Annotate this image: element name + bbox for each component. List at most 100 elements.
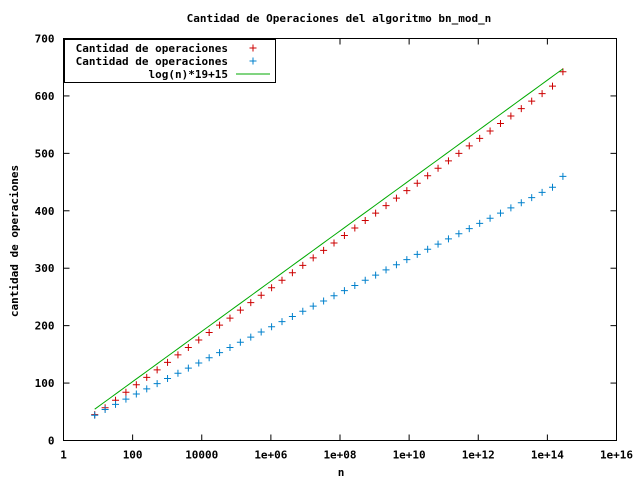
x-tick-label: 1: [60, 449, 67, 462]
x-tick-label: 1e+12: [462, 449, 495, 462]
data-point: [351, 224, 359, 232]
data-point: [351, 281, 359, 289]
y-tick-label: 600: [35, 90, 55, 103]
y-axis-label: cantidad de operaciones: [8, 165, 21, 317]
data-point: [247, 333, 255, 341]
x-tick-label: 1e+14: [531, 449, 564, 462]
y-tick-label: 400: [35, 205, 55, 218]
y-tick-label: 200: [35, 320, 55, 333]
x-tick-label: 100: [123, 449, 143, 462]
legend-label: log(n)*19+15: [149, 68, 228, 81]
data-point: [268, 284, 276, 292]
data-point: [257, 291, 265, 299]
data-point: [330, 292, 338, 300]
data-point: [132, 381, 140, 389]
data-point: [257, 328, 265, 336]
data-point: [496, 119, 504, 127]
x-tick-label: 1e+10: [393, 449, 426, 462]
data-point: [288, 312, 296, 320]
data-point: [132, 390, 140, 398]
data-point: [361, 217, 369, 225]
data-point: [507, 112, 515, 120]
data-point: [278, 276, 286, 284]
data-point: [340, 231, 348, 239]
data-point: [330, 239, 338, 247]
data-point: [268, 323, 276, 331]
data-point: [112, 400, 120, 408]
x-tick-label: 1e+06: [254, 449, 287, 462]
chart-title: Cantidad de Operaciones del algoritmo bn…: [187, 12, 492, 25]
data-point: [424, 245, 432, 253]
data-point: [444, 235, 452, 243]
data-point: [559, 172, 567, 180]
y-tick-label: 300: [35, 262, 55, 275]
data-point: [309, 302, 317, 310]
data-point: [153, 366, 161, 374]
data-point: [424, 172, 432, 180]
data-point: [226, 343, 234, 351]
x-tick-label: 10000: [185, 449, 218, 462]
data-point: [101, 405, 109, 413]
x-tick-label: 1e+16: [600, 449, 633, 462]
data-point: [174, 369, 182, 377]
data-point: [320, 297, 328, 305]
legend-label: Cantidad de operaciones: [76, 42, 228, 55]
data-point: [164, 358, 172, 366]
legend-label: Cantidad de operaciones: [76, 55, 228, 68]
legend-box: [64, 39, 276, 83]
data-point: [392, 261, 400, 269]
data-point: [382, 266, 390, 274]
data-point: [517, 199, 525, 207]
data-point: [361, 276, 369, 284]
legend-marker: [249, 44, 257, 52]
data-point: [549, 183, 557, 191]
data-point: [413, 179, 421, 187]
data-point: [517, 105, 525, 113]
data-point: [403, 256, 411, 264]
data-point: [372, 209, 380, 217]
plot-frame: [63, 38, 617, 441]
data-point: [538, 188, 546, 196]
data-point: [122, 395, 130, 403]
data-point: [247, 299, 255, 307]
legend-marker: [249, 57, 257, 65]
data-point: [382, 202, 390, 210]
data-point: [444, 157, 452, 165]
data-point: [455, 149, 463, 157]
data-point: [226, 314, 234, 322]
data-point: [195, 336, 203, 344]
data-point: [216, 349, 224, 357]
data-point: [143, 373, 151, 381]
data-point: [465, 142, 473, 150]
data-point: [528, 97, 536, 105]
data-point: [184, 343, 192, 351]
ticks-layer: 1 100 10000 1e+06 1e+08 1e+10 1e+12 1e+14 1e+16 0…: [35, 33, 634, 462]
data-point: [392, 194, 400, 202]
data-point: [476, 134, 484, 142]
data-point: [455, 230, 463, 238]
data-point: [538, 90, 546, 98]
data-point: [288, 269, 296, 277]
data-point: [403, 187, 411, 195]
data-point: [559, 68, 567, 76]
data-point: [91, 411, 99, 419]
data-point: [278, 318, 286, 326]
x-axis-label: n: [338, 466, 345, 479]
data-point: [320, 246, 328, 254]
data-point: [184, 364, 192, 372]
data-point: [122, 388, 130, 396]
x-tick-label: 1e+08: [323, 449, 356, 462]
data-point: [299, 307, 307, 315]
data-point: [413, 250, 421, 258]
data-point: [143, 385, 151, 393]
data-point: [496, 209, 504, 217]
data-point: [174, 351, 182, 359]
data-point: [476, 219, 484, 227]
data-point: [528, 194, 536, 202]
data-point: [216, 321, 224, 329]
data-point: [195, 359, 203, 367]
y-tick-label: 500: [35, 147, 55, 160]
